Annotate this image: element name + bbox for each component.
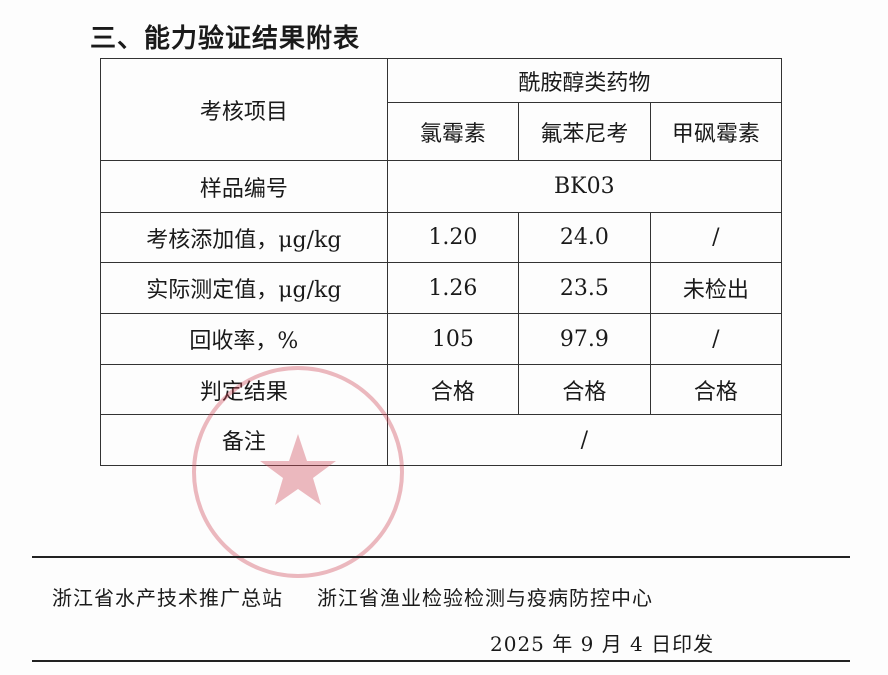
divider (32, 556, 850, 558)
divider (32, 660, 850, 662)
table-row: 实际测定值，μg/kg 1.26 23.5 未检出 (100, 262, 783, 314)
cell: 23.5 (518, 262, 651, 314)
cell: 合格 (518, 364, 651, 415)
cell: 97.9 (518, 313, 651, 365)
cell: 合格 (386, 364, 520, 415)
row-label: 实际测定值，μg/kg (100, 262, 388, 314)
section-title: 三、能力验证结果附表 (90, 24, 361, 54)
cell: 未检出 (649, 262, 783, 314)
sample-value: BK03 (386, 160, 783, 213)
row-label: 回收率，% (100, 313, 388, 365)
issuer-org: 浙江省水产技术推广总站 (52, 586, 283, 610)
cell: 24.0 (518, 212, 651, 263)
sample-label: 样品编号 (100, 160, 388, 213)
cell: / (649, 212, 783, 263)
table-row: 判定结果 合格 合格 合格 (100, 364, 783, 415)
remark-label: 备注 (100, 414, 388, 466)
group-header: 酰胺醇类药物 (386, 58, 783, 103)
cell: 1.26 (386, 262, 520, 314)
table-row: 回收率，% 105 97.9 / (100, 313, 783, 365)
table-row: 考核添加值，μg/kg 1.20 24.0 / (100, 212, 783, 263)
drug-header: 氟苯尼考 (518, 102, 651, 161)
drug-header: 氯霉素 (386, 102, 520, 161)
cell: 合格 (649, 364, 783, 415)
cell: / (649, 313, 783, 365)
remark-value: / (386, 414, 783, 466)
item-header: 考核项目 (100, 58, 388, 161)
issuer-line: 浙江省水产技术推广总站 浙江省渔业检验检测与疫病防控中心 (52, 582, 653, 611)
results-table: 考核项目 酰胺醇类药物 氯霉素 氟苯尼考 甲砜霉素 样品编号 BK03 考核添加… (100, 58, 783, 466)
issue-date: 2025 年 9 月 4 日印发 (490, 632, 715, 656)
issuer-org: 浙江省渔业检验检测与疫病防控中心 (317, 586, 653, 610)
cell: 1.20 (386, 212, 520, 263)
row-label: 考核添加值，μg/kg (100, 212, 388, 263)
drug-header: 甲砜霉素 (649, 102, 783, 161)
row-label: 判定结果 (100, 364, 388, 415)
cell: 105 (386, 313, 520, 365)
